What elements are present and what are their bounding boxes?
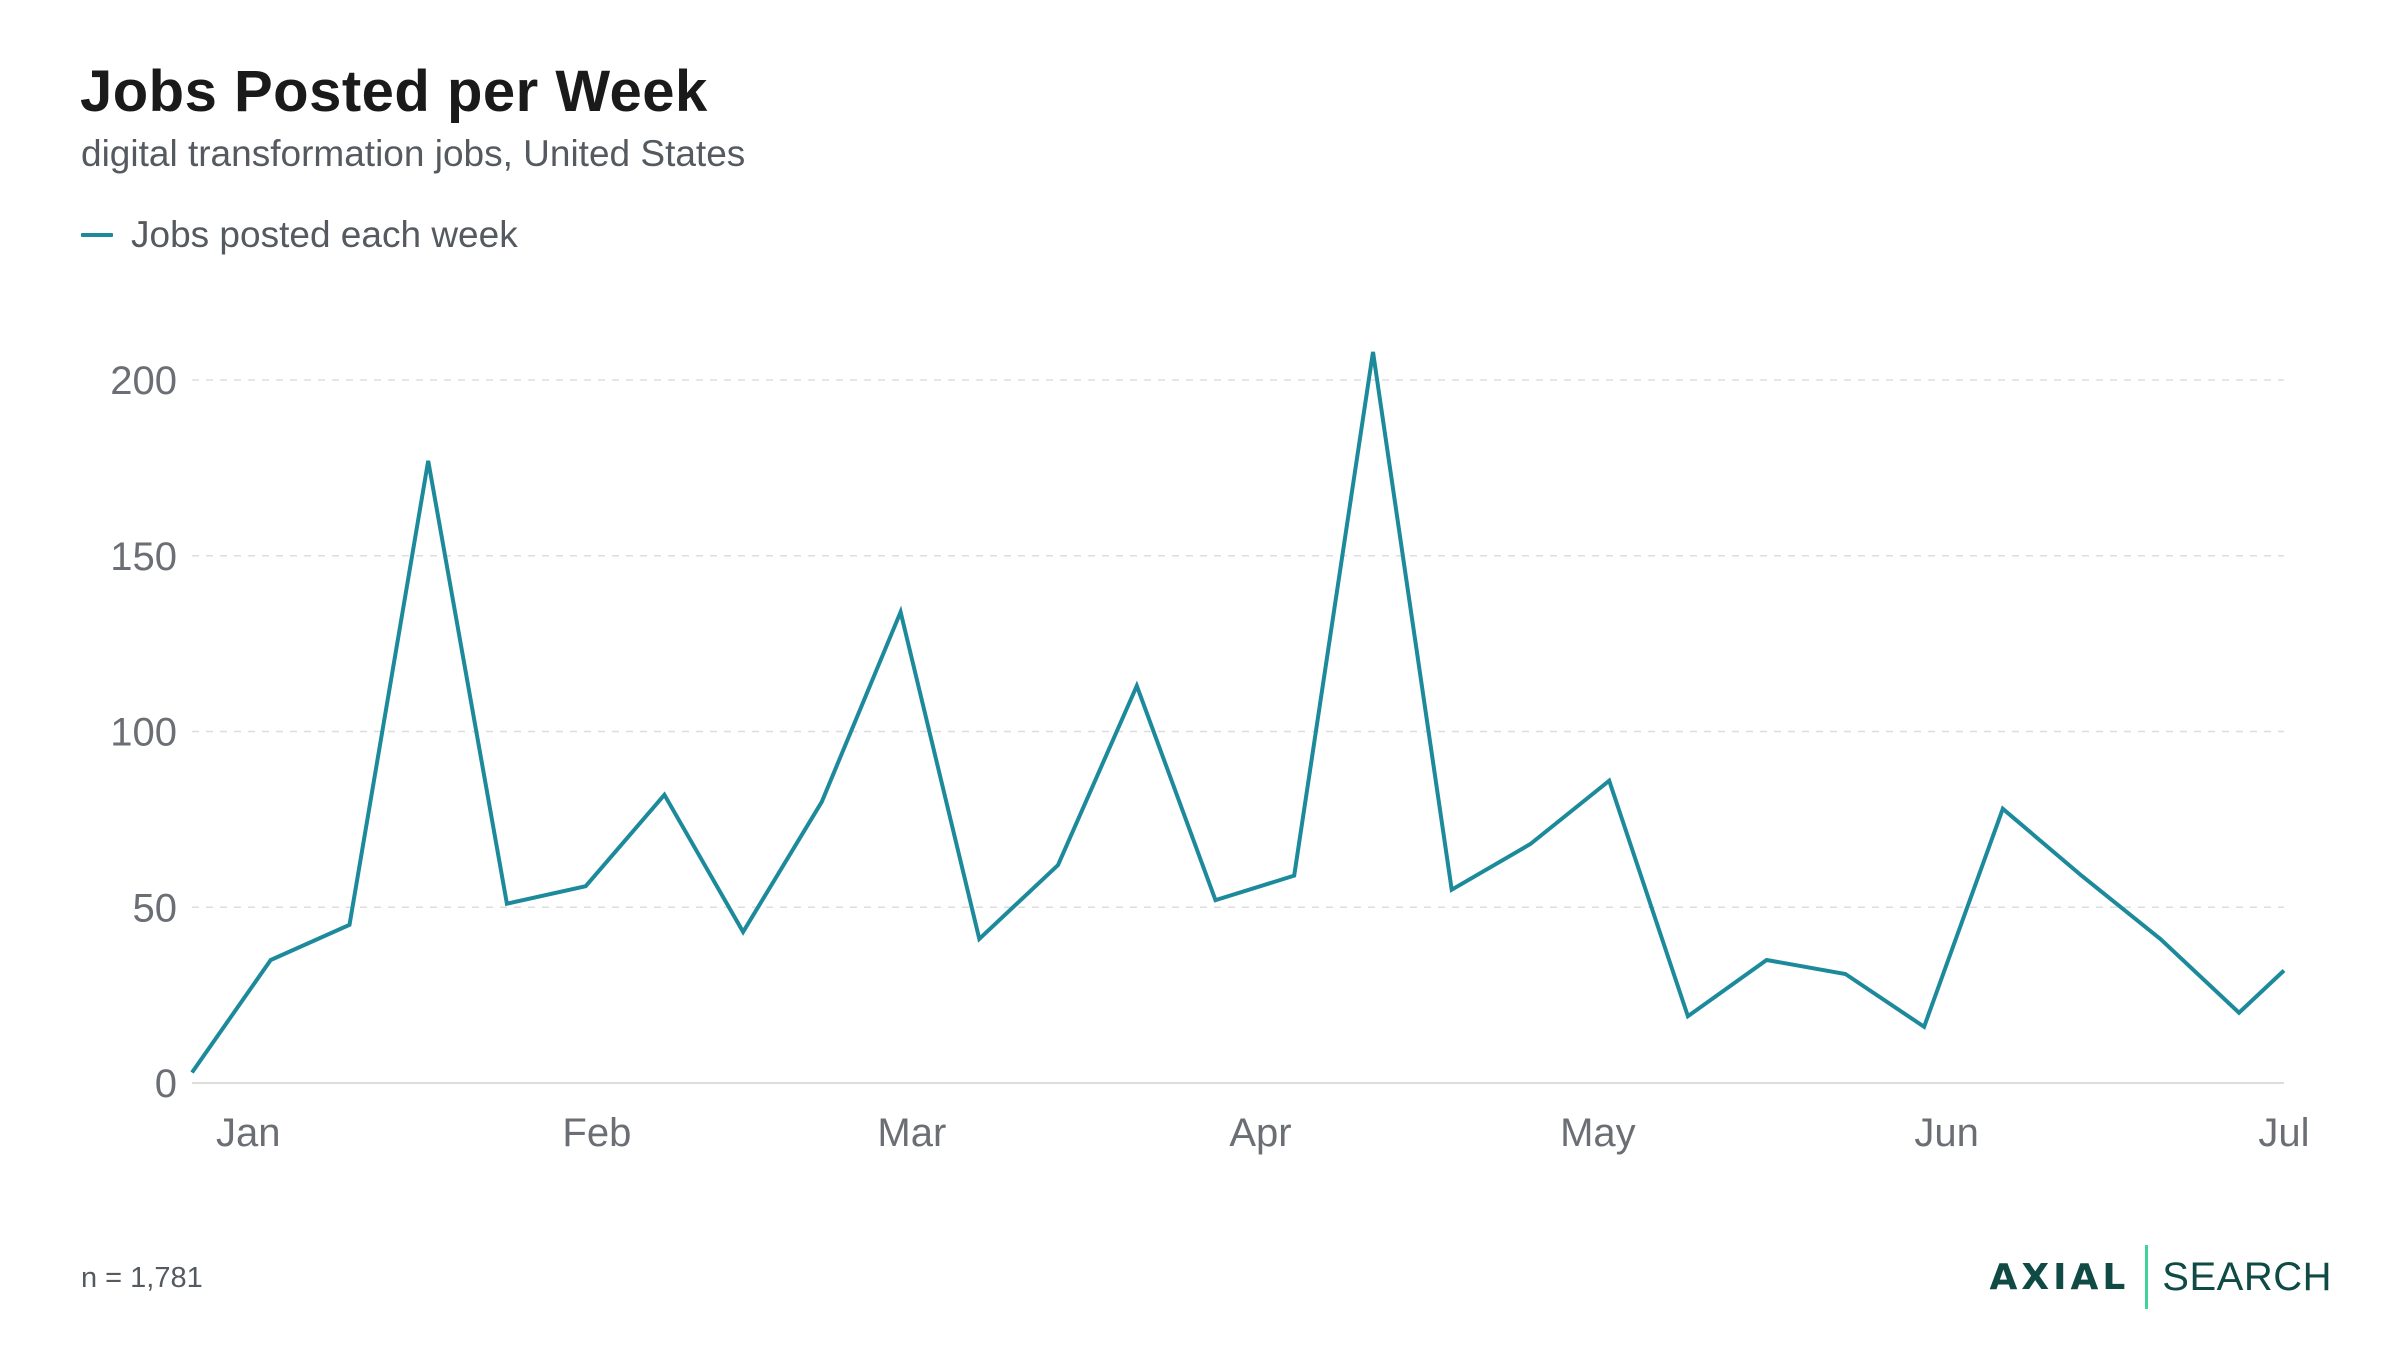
logo-axial-text: AXIAL [1989,1256,2130,1298]
x-tick-label: Mar [877,1111,946,1155]
x-tick-label: Jun [1914,1111,1979,1155]
x-tick-label: Feb [562,1111,631,1155]
chart-subtitle: digital transformation jobs, United Stat… [81,133,746,174]
series-line [190,351,2286,1074]
x-tick-label: Jan [216,1111,281,1155]
legend-label: Jobs posted each week [131,214,518,255]
gridlines [192,379,2284,1084]
chart-title: Jobs Posted per Week [80,59,708,124]
x-tick-label: Apr [1229,1111,1291,1155]
y-tick-label: 100 [110,711,177,755]
legend-swatch [81,233,113,237]
y-tick-label: 50 [133,886,178,930]
y-tick-label: 0 [155,1062,177,1106]
chart-legend: Jobs posted each week [81,214,518,256]
y-axis: 0 50 100 150 200 [110,359,177,1106]
y-tick-label: 200 [110,359,177,403]
logo-divider [2145,1245,2149,1309]
x-axis: Jan Feb Mar Apr May Jun Jul [216,1111,2310,1155]
brand-logo: AXIAL SEARCH [1989,1244,2332,1310]
sample-size-note: n = 1,781 [81,1262,203,1294]
x-tick-label: May [1560,1111,1636,1155]
series-group [190,351,2286,1074]
y-tick-label: 150 [110,535,177,579]
x-tick-label: Jul [2258,1111,2309,1155]
logo-search-text: SEARCH [2162,1254,2332,1299]
